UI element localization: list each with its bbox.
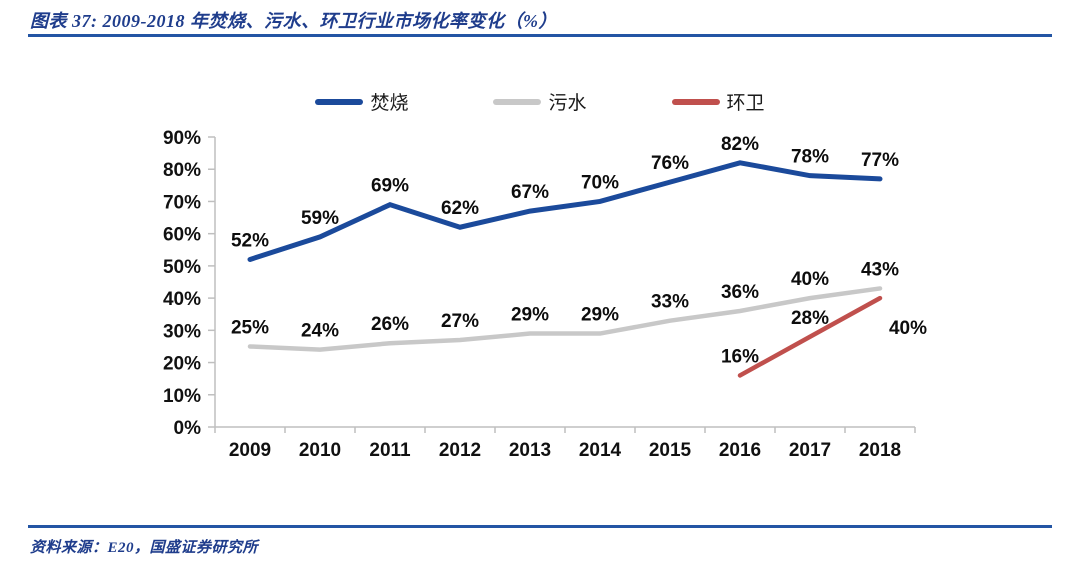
data-label-焚烧-2015: 76% [651, 153, 689, 174]
data-label-污水-2009: 25% [231, 317, 269, 338]
x-tick-label: 2012 [439, 440, 481, 461]
data-label-环卫-2016: 16% [721, 346, 759, 367]
data-label-环卫-2018: 40% [889, 318, 927, 339]
data-label-污水-2014: 29% [581, 305, 619, 326]
data-label-污水-2015: 33% [651, 292, 689, 313]
y-tick-label: 90% [163, 128, 201, 149]
y-tick-label: 60% [163, 225, 201, 246]
legend-item-环卫: 环卫 [671, 88, 765, 115]
legend-swatch [671, 98, 720, 105]
footer-rule [28, 525, 1052, 528]
series-line-环卫 [737, 295, 883, 378]
y-tick-label: 70% [163, 192, 201, 213]
x-tick-label: 2014 [579, 440, 622, 461]
y-tick-label: 50% [163, 257, 201, 278]
data-label-污水-2018: 43% [861, 259, 899, 280]
data-label-污水-2016: 36% [721, 282, 759, 303]
data-label-焚烧-2009: 52% [231, 230, 269, 251]
x-tick-label: 2013 [509, 440, 551, 461]
x-tick-label: 2009 [229, 440, 271, 461]
y-tick-label: 20% [163, 354, 201, 375]
x-tick-label: 2011 [369, 440, 411, 461]
legend-label: 污水 [548, 93, 587, 114]
y-tick-label: 30% [163, 321, 201, 342]
legend-label: 环卫 [726, 93, 765, 114]
legend-item-污水: 污水 [493, 88, 587, 115]
y-tick-label: 40% [163, 289, 201, 310]
x-tick-label: 2018 [859, 440, 901, 461]
x-tick-label: 2015 [649, 440, 692, 461]
y-tick-label: 0% [174, 418, 202, 439]
legend-swatch [493, 98, 542, 105]
data-label-污水-2012: 27% [441, 311, 479, 332]
header-rule [28, 34, 1052, 37]
series-line-焚烧 [247, 160, 883, 262]
x-tick-label: 2010 [299, 440, 341, 461]
x-tick-label: 2016 [719, 440, 761, 461]
data-label-污水-2010: 24% [301, 321, 339, 342]
legend-label: 焚烧 [370, 93, 409, 114]
legend-item-焚烧: 焚烧 [315, 88, 408, 115]
line-chart: 0% 10% 20% 30% 40% 50% 60% 70% 80% 90% 2009 2010 201… [163, 128, 927, 461]
legend-swatch [315, 98, 364, 105]
data-label-焚烧-2017: 78% [791, 147, 829, 168]
data-label-污水-2011: 26% [371, 314, 409, 335]
source-text: 资料来源：E20，国盛证券研究所 [30, 540, 259, 556]
chart-legend: 焚烧 污水 环卫 [0, 88, 1080, 115]
data-label-环卫-2017: 28% [791, 308, 829, 329]
data-label-焚烧-2013: 67% [511, 182, 549, 203]
data-label-焚烧-2016: 82% [721, 134, 759, 155]
data-label-焚烧-2014: 70% [581, 172, 619, 193]
y-tick-label: 10% [163, 386, 201, 407]
data-label-焚烧-2011: 69% [371, 176, 409, 197]
data-label-污水-2013: 29% [511, 305, 549, 326]
x-tick-label: 2017 [789, 440, 831, 461]
data-label-焚烧-2010: 59% [301, 208, 339, 229]
figure-title: 图表 37: 2009-2018 年焚烧、污水、环卫行业市场化率变化（%） [30, 11, 557, 31]
data-label-焚烧-2018: 77% [861, 150, 899, 171]
series-line-污水 [247, 286, 883, 352]
y-tick-label: 80% [163, 160, 201, 181]
data-label-污水-2017: 40% [791, 269, 829, 290]
chart-area: 0% 10% 20% 30% 40% 50% 60% 70% 80% 90% 2009 2010 201… [130, 128, 1050, 467]
data-label-焚烧-2012: 62% [441, 198, 479, 219]
